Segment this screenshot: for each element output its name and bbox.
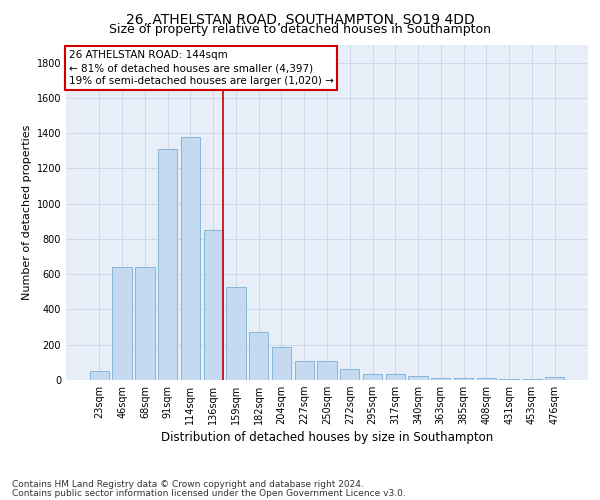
Bar: [112, 267, 132, 380]
Bar: [340, 368, 359, 380]
Bar: [317, 362, 337, 380]
Bar: [158, 149, 178, 380]
Bar: [295, 362, 314, 380]
Bar: [363, 374, 382, 380]
Bar: [386, 374, 405, 380]
Bar: [409, 376, 428, 380]
Bar: [431, 378, 451, 380]
Text: 26, ATHELSTAN ROAD, SOUTHAMPTON, SO19 4DD: 26, ATHELSTAN ROAD, SOUTHAMPTON, SO19 4D…: [125, 12, 475, 26]
Bar: [522, 379, 542, 380]
Bar: [476, 378, 496, 380]
X-axis label: Distribution of detached houses by size in Southampton: Distribution of detached houses by size …: [161, 432, 493, 444]
Bar: [499, 379, 519, 380]
Bar: [135, 267, 155, 380]
Bar: [90, 371, 109, 380]
Bar: [203, 230, 223, 380]
Bar: [226, 286, 245, 380]
Bar: [249, 332, 268, 380]
Text: Size of property relative to detached houses in Southampton: Size of property relative to detached ho…: [109, 22, 491, 36]
Text: 26 ATHELSTAN ROAD: 144sqm
← 81% of detached houses are smaller (4,397)
19% of se: 26 ATHELSTAN ROAD: 144sqm ← 81% of detac…: [68, 50, 334, 86]
Bar: [454, 378, 473, 380]
Bar: [545, 378, 564, 380]
Y-axis label: Number of detached properties: Number of detached properties: [22, 125, 32, 300]
Text: Contains HM Land Registry data © Crown copyright and database right 2024.: Contains HM Land Registry data © Crown c…: [12, 480, 364, 489]
Bar: [181, 136, 200, 380]
Bar: [272, 348, 291, 380]
Text: Contains public sector information licensed under the Open Government Licence v3: Contains public sector information licen…: [12, 488, 406, 498]
